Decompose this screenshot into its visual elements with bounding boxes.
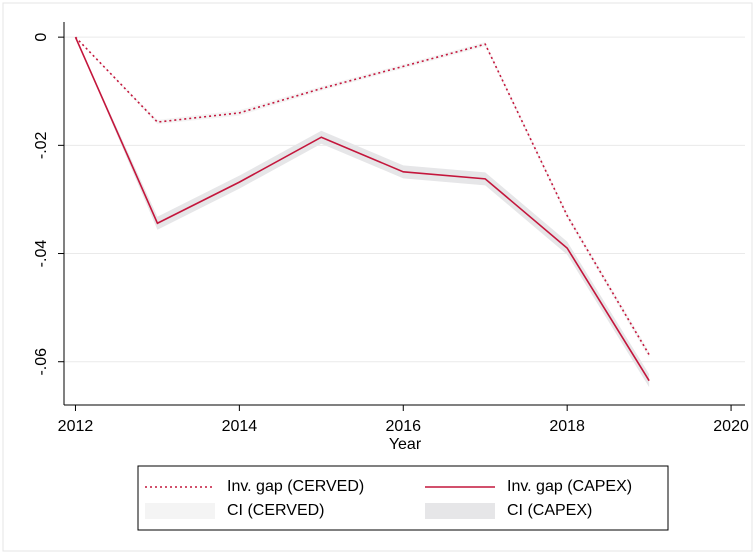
legend-label: CI (CAPEX) (507, 502, 592, 519)
legend-box (137, 465, 669, 531)
y-tick-label: -.06 (33, 348, 50, 376)
series-line (74, 36, 650, 356)
legend-label: CI (CERVED) (227, 502, 325, 519)
ci-band (75, 37, 650, 358)
series-line (74, 36, 650, 382)
x-tick-label: 2012 (58, 418, 94, 435)
x-tick-label: 2020 (713, 418, 749, 435)
legend-swatch (145, 503, 215, 519)
ci-band (75, 37, 650, 388)
legend-swatch (425, 503, 495, 519)
x-tick-label: 2018 (549, 418, 585, 435)
x-tick-label: 2016 (385, 418, 421, 435)
legend-label: Inv. gap (CAPEX) (507, 478, 632, 495)
y-tick-label: -.02 (33, 131, 50, 159)
x-axis-title: Year (389, 436, 422, 453)
y-tick-label: -.04 (33, 240, 50, 268)
y-tick-label: 0 (33, 33, 50, 42)
x-tick-label: 2014 (222, 418, 258, 435)
legend-label: Inv. gap (CERVED) (227, 478, 364, 495)
